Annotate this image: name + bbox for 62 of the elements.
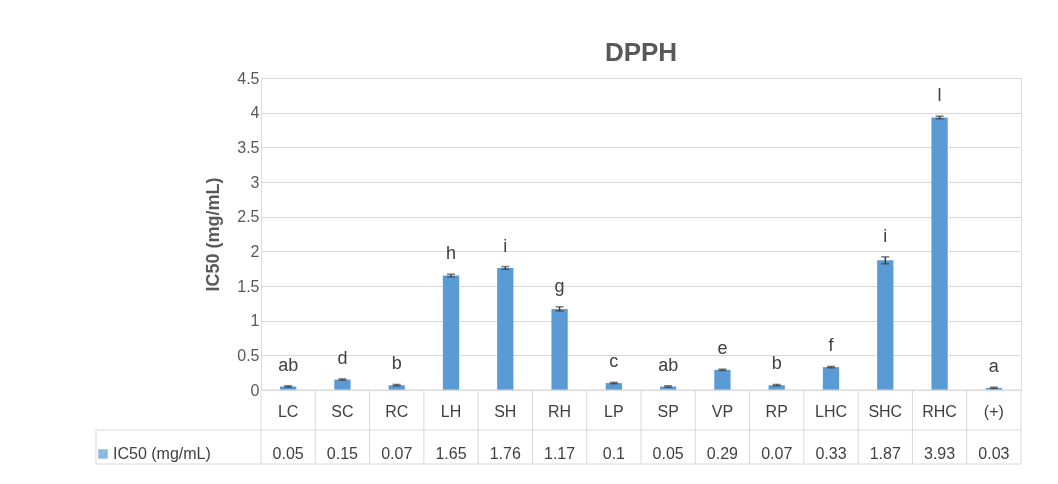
annotation: b xyxy=(391,353,402,374)
x-tick-label: (+) xyxy=(983,403,1004,420)
bar xyxy=(551,308,568,390)
bar xyxy=(931,117,948,390)
y-tick-label: 4.5 xyxy=(237,69,260,87)
annotation: g xyxy=(554,275,565,296)
bar xyxy=(714,369,731,390)
data-label: 0.29 xyxy=(706,445,739,462)
y-tick-label: 0.5 xyxy=(237,346,260,364)
data-label: 0.15 xyxy=(326,445,359,462)
data-label: 0.05 xyxy=(652,445,684,462)
data-label: 0.33 xyxy=(815,445,847,462)
bar xyxy=(334,379,351,390)
x-tick-label: LC xyxy=(277,403,299,420)
annotation: b xyxy=(771,353,782,374)
annotation: ab xyxy=(278,354,299,375)
x-tick-label: SC xyxy=(331,403,354,420)
data-label: 1.65 xyxy=(435,445,467,462)
legend-label: IC50 (mg/mL) xyxy=(113,445,211,462)
x-tick-label: VP xyxy=(711,403,734,420)
chart-title: DPPH xyxy=(604,37,678,67)
data-label: 0.1 xyxy=(602,445,626,462)
data-label: 1.87 xyxy=(869,445,901,462)
annotation: h xyxy=(445,243,457,264)
x-tick-label: RH xyxy=(548,403,572,420)
data-label: 0.03 xyxy=(978,445,1010,462)
annotation: c xyxy=(609,351,619,372)
annotation: f xyxy=(828,335,835,356)
annotation: ab xyxy=(658,354,679,375)
x-tick-label: SH xyxy=(494,403,517,420)
data-label: 1.17 xyxy=(544,445,576,462)
annotation: i xyxy=(503,235,508,256)
data-label: 3.93 xyxy=(924,445,956,462)
y-tick-label: 1.5 xyxy=(237,277,260,295)
bar xyxy=(442,275,460,390)
annotation: e xyxy=(717,338,728,359)
y-tick-label: 3 xyxy=(250,173,260,191)
x-tick-label: SHC xyxy=(868,403,903,420)
y-tick-label: 2 xyxy=(250,242,260,260)
bar xyxy=(497,267,514,390)
y-tick-label: 3.5 xyxy=(237,138,260,156)
y-tick-label: 2.5 xyxy=(237,208,260,226)
annotation: i xyxy=(883,225,888,246)
x-tick-label: RHC xyxy=(922,403,957,420)
x-tick-label: RP xyxy=(765,403,788,420)
x-tick-label: LH xyxy=(440,403,462,420)
data-label: 0.05 xyxy=(272,445,304,462)
annotation: d xyxy=(337,347,348,368)
y-tick-label: 1 xyxy=(250,312,260,330)
y-tick-label: 4 xyxy=(250,104,260,122)
x-tick-label: LP xyxy=(604,403,624,420)
y-tick-label: 0 xyxy=(250,381,260,399)
data-label: 1.76 xyxy=(489,445,521,462)
annotation: l xyxy=(937,85,942,106)
bar xyxy=(822,367,840,390)
annotation: a xyxy=(988,356,1000,377)
data-label: 0.07 xyxy=(381,445,413,462)
data-label: 0.07 xyxy=(761,445,793,462)
y-axis-title: IC50 (mg/mL) xyxy=(203,177,224,292)
x-tick-label: RC xyxy=(385,403,409,420)
x-tick-label: LHC xyxy=(814,403,848,420)
x-tick-label: SP xyxy=(657,403,679,420)
